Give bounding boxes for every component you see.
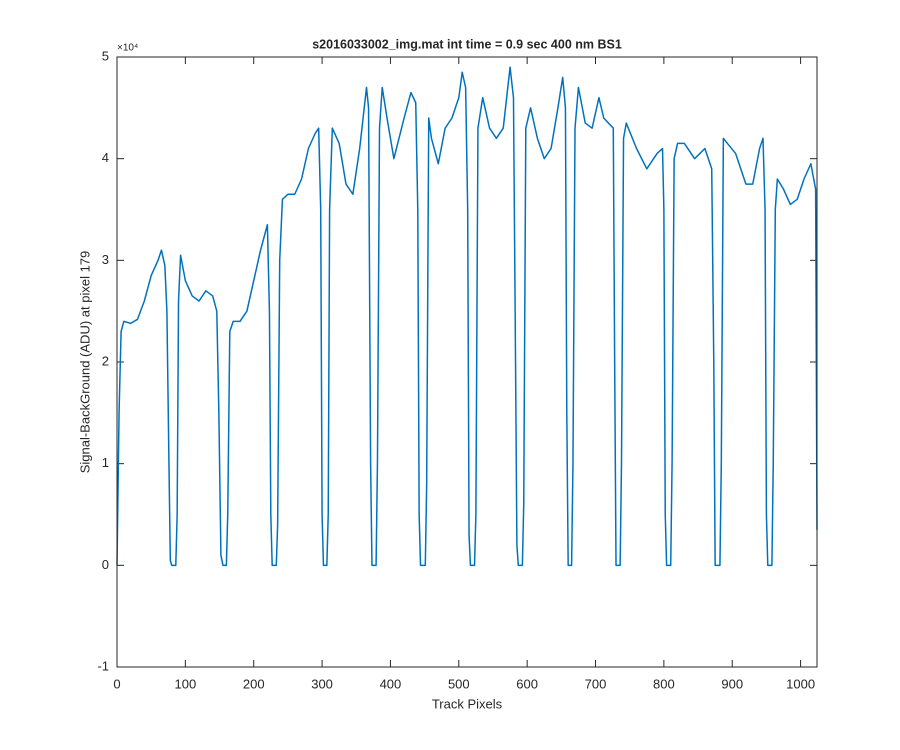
chart-title: s2016033002_img.mat int time = 0.9 sec 4…: [312, 37, 622, 51]
y-tick-label: 0: [102, 557, 109, 572]
x-tick-label: 500: [448, 676, 470, 691]
y-tick-label: -1: [97, 658, 109, 673]
x-tick-label: 700: [585, 676, 607, 691]
plot-frame: [116, 56, 818, 668]
y-tick-label: 5: [102, 48, 109, 63]
x-tick-label: 300: [311, 676, 333, 691]
x-tick-label: 600: [516, 676, 538, 691]
x-tick-label: 400: [380, 676, 402, 691]
x-axis-label: Track Pixels: [432, 696, 503, 711]
x-tick-label: 800: [653, 676, 675, 691]
y-multiplier: ×10⁴: [117, 43, 138, 54]
y-tick-label: 1: [102, 455, 109, 470]
y-tick-label: 2: [102, 353, 109, 368]
x-tick-label: 900: [721, 676, 743, 691]
x-tick-label: 0: [113, 676, 120, 691]
y-tick-label: 3: [102, 252, 109, 267]
y-axis-label: Signal-BackGround (ADU) at pixel 179: [77, 251, 92, 474]
x-tick-label: 100: [175, 676, 197, 691]
data-line: [116, 66, 818, 567]
x-tick-label: 1000: [786, 676, 815, 691]
x-tick-label: 200: [243, 676, 265, 691]
y-tick-label: 4: [102, 150, 109, 165]
